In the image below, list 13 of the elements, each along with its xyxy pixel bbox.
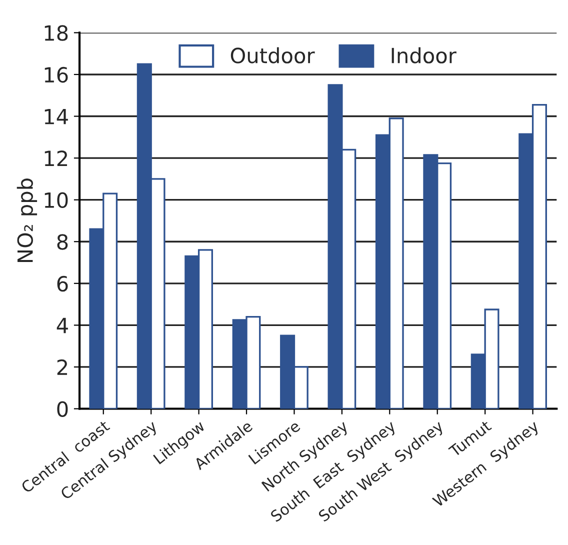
y-tick-label: 14 [44, 108, 68, 124]
y-tick-label: 16 [44, 66, 68, 83]
y-tick-label: 0 [57, 401, 68, 417]
y-tick-label: 12 [44, 150, 68, 166]
y-tick-label: 18 [44, 25, 68, 41]
y-tick-label: 2 [57, 359, 68, 375]
legend-label: Indoor [392, 47, 456, 64]
y-tick-label: 10 [44, 192, 68, 208]
y-tick-label: 4 [56, 318, 68, 334]
legend-label: Outdoor [230, 47, 315, 64]
y-tick-label: 8 [57, 234, 68, 250]
y-tick-label: 6 [57, 276, 68, 292]
y-axis-title: NO₂ ppb [16, 178, 38, 262]
